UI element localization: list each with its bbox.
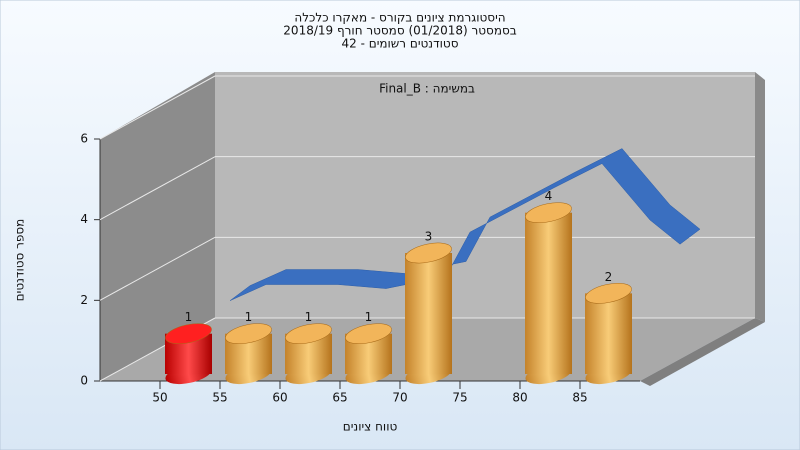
grid-line — [99, 156, 216, 221]
floor-edge — [640, 318, 765, 386]
chart-title: סטודנטים רשומים - 42 — [341, 37, 458, 51]
bar-part — [525, 212, 572, 374]
grid-line — [99, 75, 216, 140]
bar-part — [345, 323, 392, 344]
y-tick-label: 2 — [80, 293, 88, 307]
bar-part — [585, 293, 632, 374]
bar — [585, 283, 632, 385]
data-label: 1 — [185, 310, 193, 324]
titles: היסטוגרמת ציונים בקורס - מאקרו כלכלה בסמ… — [13, 11, 517, 434]
x-tick-label: 60 — [272, 391, 287, 405]
bar-part — [285, 323, 332, 344]
bar-part — [525, 202, 572, 223]
bar-part — [405, 253, 452, 374]
x-tick-label: 55 — [212, 391, 227, 405]
bar — [405, 242, 452, 385]
grid-line — [99, 236, 216, 301]
x-tick-label: 65 — [332, 391, 347, 405]
bar-part — [165, 323, 212, 344]
chart-title: היסטוגרמת ציונים בקורס - מאקרו כלכלה — [294, 11, 505, 25]
y-tick-label: 4 — [80, 212, 88, 226]
y-tick-label: 6 — [80, 132, 88, 146]
y-axis-label: מספר סטודנטים — [13, 219, 27, 302]
bar — [345, 323, 392, 385]
bar — [285, 323, 332, 385]
subtitle: במשימה : Final_B — [379, 82, 475, 96]
bar-part — [405, 242, 452, 264]
x-tick-label: 75 — [452, 391, 467, 405]
chart-title: בסמסטר (01/2018) סמסטר חורף 2018/19 — [283, 24, 516, 38]
bar — [165, 323, 212, 385]
x-tick-label: 80 — [512, 391, 527, 405]
x-tick-label: 85 — [572, 391, 587, 405]
back-wall — [215, 72, 755, 318]
x-axis-label: טווח ציונים — [343, 420, 398, 434]
data-label: 1 — [245, 310, 253, 324]
data-label: 1 — [365, 310, 373, 324]
y-tick-label: 0 — [80, 374, 88, 388]
data-label: 1 — [305, 310, 313, 324]
bar — [525, 202, 572, 385]
bar — [225, 323, 272, 385]
x-tick-label: 70 — [392, 391, 407, 405]
bar-part — [585, 283, 632, 304]
data-label: 2 — [605, 270, 613, 284]
left-wall — [100, 72, 215, 381]
x-tick-label: 50 — [152, 391, 167, 405]
data-label: 3 — [425, 230, 433, 244]
data-label: 4 — [545, 189, 553, 203]
bar-part — [225, 323, 272, 344]
